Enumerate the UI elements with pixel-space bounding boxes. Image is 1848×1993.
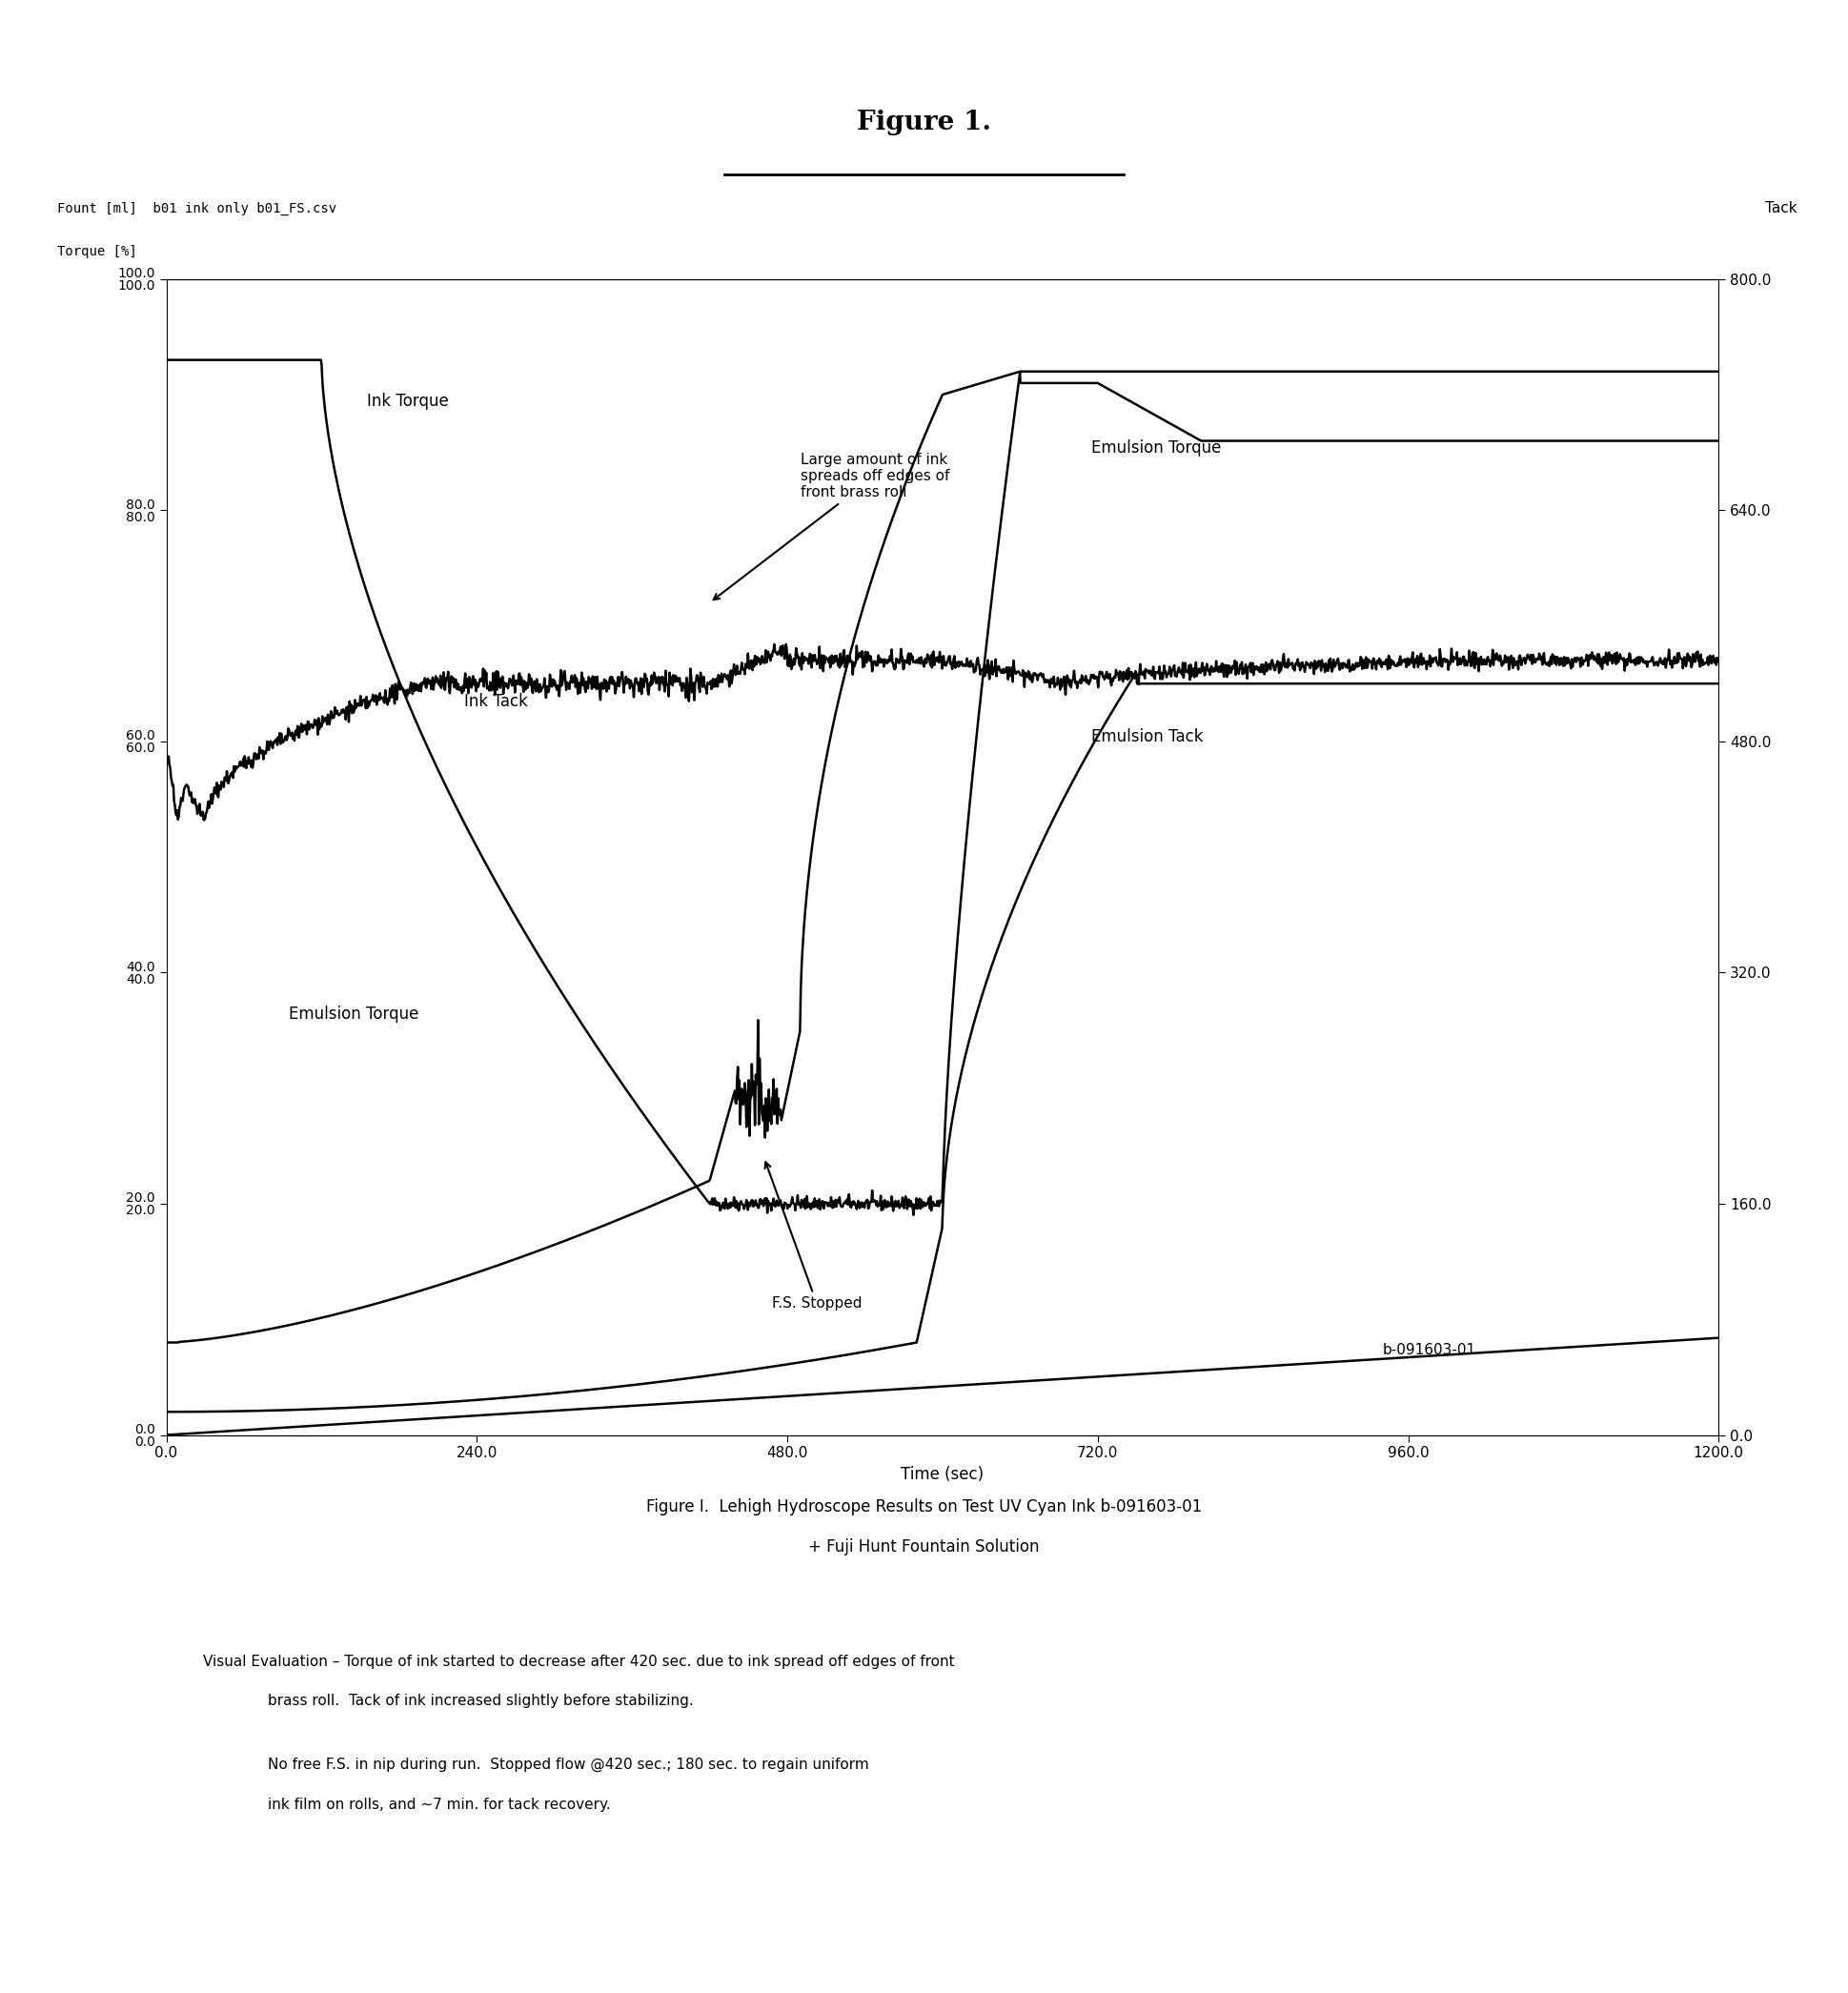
Text: Torque [%]: Torque [%] [57, 245, 137, 259]
Text: Figure 1.: Figure 1. [857, 110, 991, 136]
Text: Tack: Tack [1765, 201, 1798, 215]
Text: Ink Torque: Ink Torque [366, 393, 449, 411]
Text: Figure I.  Lehigh Hydroscope Results on Test UV Cyan Ink b-091603-01: Figure I. Lehigh Hydroscope Results on T… [647, 1499, 1201, 1517]
X-axis label: Time (sec): Time (sec) [902, 1465, 983, 1483]
Text: Emulsion Torque: Emulsion Torque [1092, 438, 1222, 456]
Text: Emulsion Torque: Emulsion Torque [290, 1006, 419, 1022]
Text: brass roll.  Tack of ink increased slightly before stabilizing.: brass roll. Tack of ink increased slight… [268, 1694, 693, 1708]
Text: Fount [ml]  b01 ink only b01_FS.csv: Fount [ml] b01 ink only b01_FS.csv [57, 201, 336, 215]
Text: Emulsion Tack: Emulsion Tack [1092, 727, 1203, 745]
Text: Visual Evaluation – Torque of ink started to decrease after 420 sec. due to ink : Visual Evaluation – Torque of ink starte… [203, 1654, 955, 1668]
Text: No free F.S. in nip during run.  Stopped flow @420 sec.; 180 sec. to regain unif: No free F.S. in nip during run. Stopped … [268, 1758, 869, 1772]
Text: b-091603-01: b-091603-01 [1382, 1343, 1477, 1357]
Text: Large amount of ink
spreads off edges of
front brass roll: Large amount of ink spreads off edges of… [713, 452, 950, 600]
Text: Ink Tack: Ink Tack [464, 694, 527, 712]
Text: ink film on rolls, and ~7 min. for tack recovery.: ink film on rolls, and ~7 min. for tack … [268, 1798, 612, 1812]
Text: + Fuji Hunt Fountain Solution: + Fuji Hunt Fountain Solution [808, 1539, 1040, 1557]
Text: F.S. Stopped: F.S. Stopped [765, 1162, 861, 1311]
